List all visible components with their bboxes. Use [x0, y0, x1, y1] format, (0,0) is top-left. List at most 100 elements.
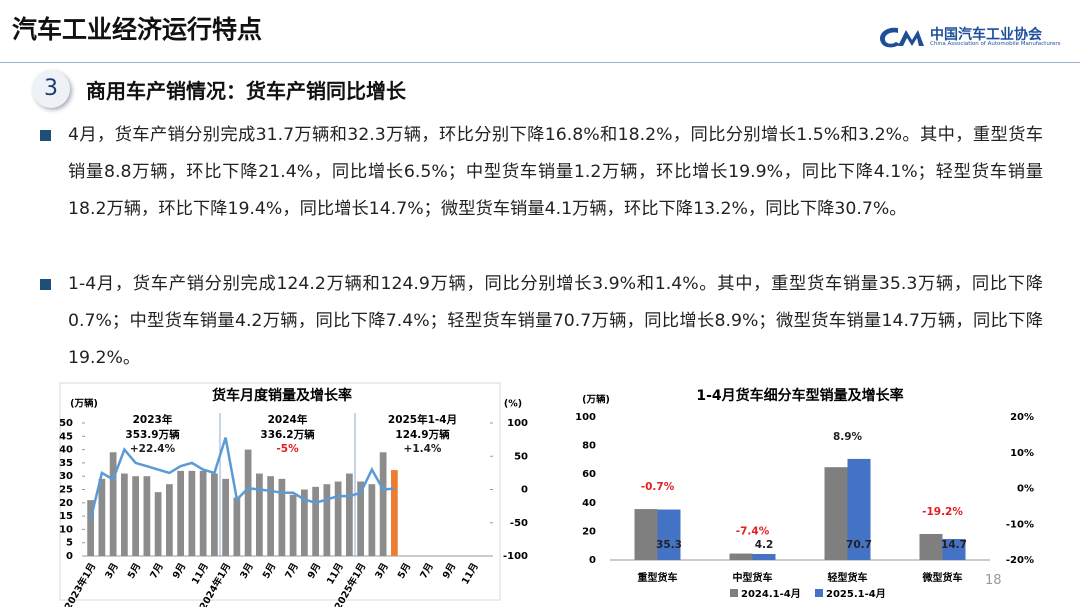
chart-frame — [59, 382, 501, 601]
bar — [752, 553, 776, 560]
y-tick-label: 60 — [582, 469, 596, 480]
x-tick-label: 7月 — [148, 561, 166, 580]
bar — [289, 494, 297, 556]
annotation-year: 2023年 — [133, 413, 173, 426]
annotation-year: 2025年1-4月 — [388, 413, 457, 426]
growth-label: 8.9% — [833, 431, 863, 443]
bar — [267, 476, 274, 556]
y-tick-label: 0 — [589, 555, 596, 566]
annotation-growth: +22.4% — [130, 443, 176, 455]
legend-label: 2024.1-4月 — [741, 588, 801, 600]
y-tick-label: 35 — [59, 458, 73, 469]
annotation-total: 336.2万辆 — [260, 428, 315, 441]
value-label: 35.3 — [656, 539, 682, 551]
x-tick-label: 3月 — [103, 561, 121, 580]
bar — [301, 489, 308, 556]
bar — [334, 481, 342, 556]
legend-swatch — [730, 589, 738, 597]
growth-label: -7.4% — [736, 526, 770, 538]
chart-title: 1-4月货车细分车型销量及增长率 — [696, 387, 903, 404]
x-tick-label: 5月 — [261, 561, 279, 580]
y-tick-label: 40 — [582, 498, 596, 509]
bar — [166, 484, 173, 556]
page-number: 18 — [985, 573, 1002, 588]
bar — [278, 478, 286, 556]
annotation-growth: -5% — [276, 443, 299, 455]
legend-swatch — [815, 589, 823, 597]
x-tick-label: 3月 — [238, 561, 256, 580]
logo-name: 中国汽车工业协会 — [930, 27, 1042, 43]
x-tick-label: 11月 — [460, 561, 481, 586]
x-tick-label: 5月 — [126, 561, 144, 580]
bar — [132, 476, 139, 556]
bar — [942, 538, 966, 560]
bullet-text: 4月，货车产销分别完成31.7万辆和32.3万辆，环比分别下降16.8%和18.… — [40, 117, 1043, 228]
bar — [323, 484, 331, 556]
bar — [312, 486, 319, 556]
value-label: 14.7 — [941, 539, 967, 551]
y2-tick-label: 10% — [1010, 448, 1034, 459]
x-tick-label: 7月 — [418, 561, 436, 580]
legend-label: 2025.1-4月 — [826, 588, 886, 600]
y2-tick-label: -100 — [503, 551, 528, 562]
y2-tick-label: 50 — [514, 451, 528, 462]
y-axis-label: (万辆) — [582, 394, 610, 406]
section-title: 商用车产销情况：货车产销同比增长 — [86, 79, 406, 103]
annotation-total: 124.9万辆 — [395, 428, 450, 441]
page-title: 汽车工业经济运行特点 — [12, 15, 263, 44]
line — [89, 437, 395, 520]
x-tick-label: 11月 — [325, 561, 346, 586]
bar — [244, 449, 252, 556]
bar — [256, 473, 263, 556]
x-tick-label: 5月 — [396, 561, 414, 580]
bar — [357, 481, 364, 556]
y-tick-label: 10 — [59, 524, 73, 535]
annotation-growth: +1.4% — [404, 443, 442, 455]
x-tick-label: 3月 — [373, 561, 391, 580]
section-number: 3 — [32, 70, 70, 108]
y-tick-label: 5 — [66, 538, 73, 549]
y-tick-label: 100 — [575, 412, 596, 423]
bar — [121, 473, 128, 556]
y-tick-label: 20 — [59, 498, 73, 509]
bar — [657, 509, 681, 560]
y-tick-label: 0 — [66, 551, 73, 562]
y-tick-label: 40 — [59, 445, 73, 456]
logo-icon — [879, 27, 924, 48]
bar — [824, 467, 848, 560]
bullet-text: 1-4月，货车产销分别完成124.2万辆和124.9万辆，同比分别增长3.9%和… — [40, 266, 1043, 377]
bar — [391, 470, 398, 556]
x-tick-label: 7月 — [283, 561, 301, 580]
y2-tick-label: 20% — [1010, 412, 1034, 423]
bar — [729, 553, 753, 560]
y2-tick-label: -10% — [1006, 519, 1034, 530]
bar — [919, 533, 943, 560]
bar — [109, 452, 117, 556]
bar — [98, 478, 106, 556]
bar — [199, 470, 207, 556]
header-rule — [0, 62, 1080, 63]
y-tick-label: 30 — [59, 471, 73, 482]
bar — [211, 473, 218, 556]
bar — [143, 476, 151, 556]
bar — [346, 473, 353, 556]
bar — [233, 497, 241, 556]
x-tick-label: 9月 — [306, 561, 324, 580]
y2-tick-label: -20% — [1006, 555, 1034, 566]
x-tick-label: 中型货车 — [733, 571, 773, 584]
bar — [154, 492, 162, 556]
y-axis-label: (万辆) — [70, 398, 98, 410]
x-tick-label: 微型货车 — [922, 571, 963, 584]
x-tick-label: 9月 — [441, 561, 459, 580]
y-tick-label: 45 — [59, 431, 73, 442]
y2-tick-label: -50 — [510, 518, 528, 529]
growth-label: -0.7% — [641, 481, 675, 493]
bar — [188, 470, 196, 556]
growth-label: -19.2% — [922, 506, 963, 518]
x-tick-label: 轻型货车 — [828, 571, 868, 584]
chart-title: 货车月度销量及增长率 — [211, 387, 352, 404]
bar — [847, 458, 871, 560]
bar — [222, 478, 229, 556]
